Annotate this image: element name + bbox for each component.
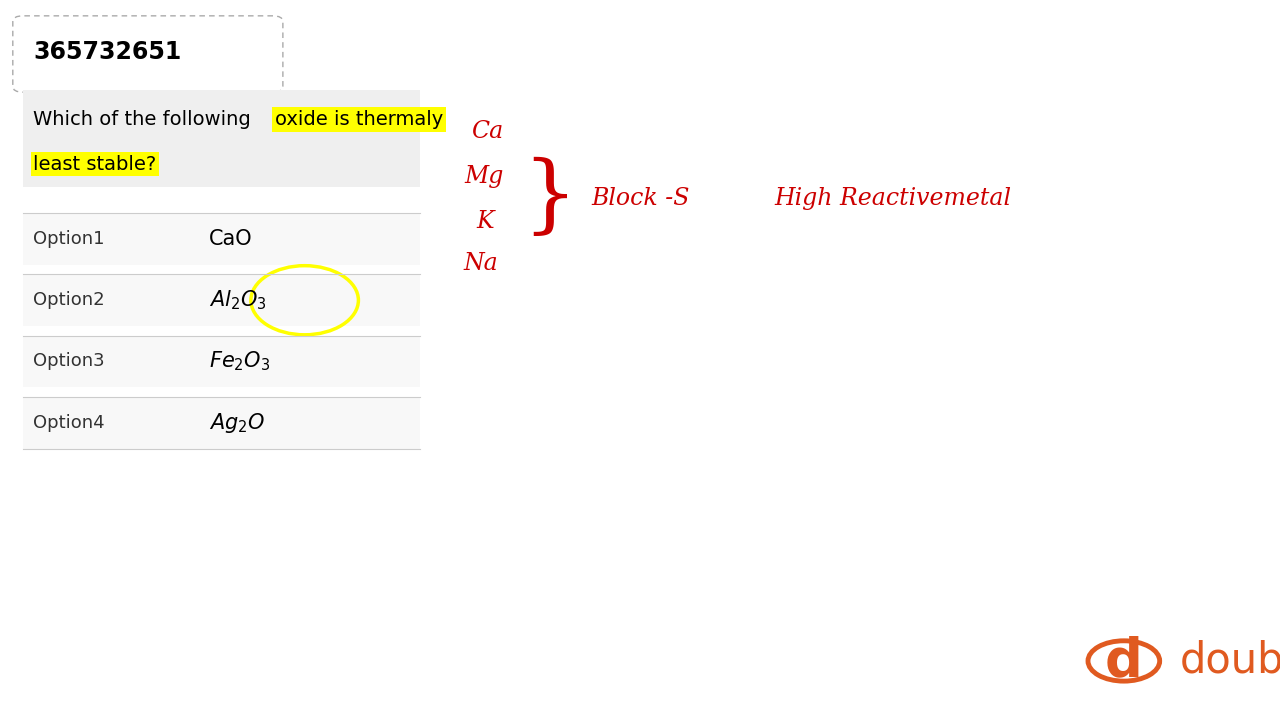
Text: Which of the following: Which of the following (33, 110, 257, 129)
Text: 365732651: 365732651 (33, 40, 182, 64)
Text: oxide is thermaly: oxide is thermaly (275, 110, 443, 129)
Text: High Reactivemetal: High Reactivemetal (774, 187, 1011, 210)
Text: Option4: Option4 (33, 413, 105, 432)
Text: Mg: Mg (465, 165, 504, 188)
Text: K: K (476, 210, 494, 233)
FancyBboxPatch shape (23, 90, 420, 187)
Text: Na: Na (463, 252, 498, 275)
Text: CaO: CaO (209, 229, 252, 249)
Text: Ca: Ca (471, 120, 503, 143)
FancyBboxPatch shape (23, 213, 420, 265)
FancyBboxPatch shape (13, 16, 283, 92)
Text: $\mathit{Al_2O_3}$: $\mathit{Al_2O_3}$ (209, 289, 266, 312)
Text: }: } (522, 157, 577, 240)
Text: Block -S: Block -S (591, 187, 690, 210)
Text: $\mathit{Ag_2O}$: $\mathit{Ag_2O}$ (209, 410, 265, 435)
FancyBboxPatch shape (23, 336, 420, 387)
Text: least stable?: least stable? (33, 155, 156, 174)
Text: Option3: Option3 (33, 352, 105, 370)
Text: Option1: Option1 (33, 230, 105, 248)
Text: Option2: Option2 (33, 291, 105, 310)
Text: doubtnut: doubtnut (1180, 640, 1280, 682)
Text: $\mathit{Fe_2O_3}$: $\mathit{Fe_2O_3}$ (209, 350, 270, 373)
FancyBboxPatch shape (23, 274, 420, 326)
Text: d: d (1105, 635, 1143, 687)
FancyBboxPatch shape (23, 397, 420, 449)
